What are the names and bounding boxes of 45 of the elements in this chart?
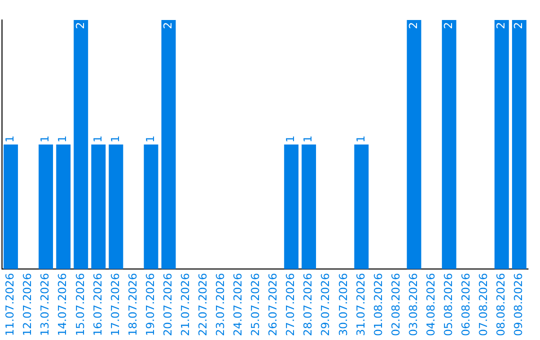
x-tick-label: 23.07.2026	[214, 273, 228, 336]
x-tick-label: 06.08.2026	[459, 273, 472, 336]
x-tick-label: 11.07.2026	[4, 273, 17, 336]
x-tick-label: 01.08.2026	[372, 273, 385, 336]
x-tick-label: 12.07.2026	[21, 273, 34, 336]
data-label: 1	[144, 136, 157, 143]
x-tick-label: 03.08.2026	[406, 273, 420, 336]
x-tick-label: 17.07.2026	[108, 273, 122, 336]
x-tick-label: 04.08.2026	[424, 273, 438, 336]
x-tick-label: 21.07.2026	[178, 273, 192, 336]
x-tick-label: 15.07.2026	[74, 273, 87, 336]
x-tick-label: 18.07.2026	[126, 273, 140, 336]
data-label: 2	[442, 22, 455, 29]
x-tick-label: 27.07.2026	[284, 273, 298, 336]
x-tick-label: 26.07.2026	[266, 273, 280, 336]
x-tick-label: 07.08.2026	[477, 273, 490, 336]
data-label: 1	[302, 136, 315, 143]
x-tick-label: 20.07.2026	[161, 273, 174, 336]
data-label: 1	[56, 136, 70, 143]
x-tick-label: 31.07.2026	[354, 273, 368, 336]
x-tick-label: 28.07.2026	[302, 273, 315, 336]
x-tick-label: 16.07.2026	[91, 273, 104, 336]
x-tick-label: 19.07.2026	[144, 273, 157, 336]
data-label: 2	[512, 22, 526, 29]
x-tick-label: 02.08.2026	[389, 273, 402, 336]
x-tick-label: 30.07.2026	[336, 273, 350, 336]
x-tick-label: 13.07.2026	[38, 273, 52, 336]
x-tick-label: 05.08.2026	[442, 273, 455, 336]
data-label: 1	[284, 136, 298, 143]
data-label: 2	[406, 22, 420, 29]
data-label: 1	[4, 136, 17, 143]
data-label: 2	[74, 22, 87, 29]
data-label: 1	[354, 136, 368, 143]
data-label: 2	[494, 22, 508, 29]
x-tick-label: 14.07.2026	[56, 273, 70, 336]
data-label: 1	[91, 136, 104, 143]
data-label: 1	[38, 136, 52, 143]
x-tick-label: 22.07.2026	[196, 273, 210, 336]
data-label: 1	[108, 136, 122, 143]
x-tick-label: 24.07.2026	[232, 273, 245, 336]
data-label: 2	[161, 22, 174, 29]
x-tick-label: 25.07.2026	[249, 273, 262, 336]
x-tick-label: 08.08.2026	[494, 273, 508, 336]
x-tick-label: 29.07.2026	[319, 273, 332, 336]
x-tick-label: 09.08.2026	[512, 273, 526, 336]
